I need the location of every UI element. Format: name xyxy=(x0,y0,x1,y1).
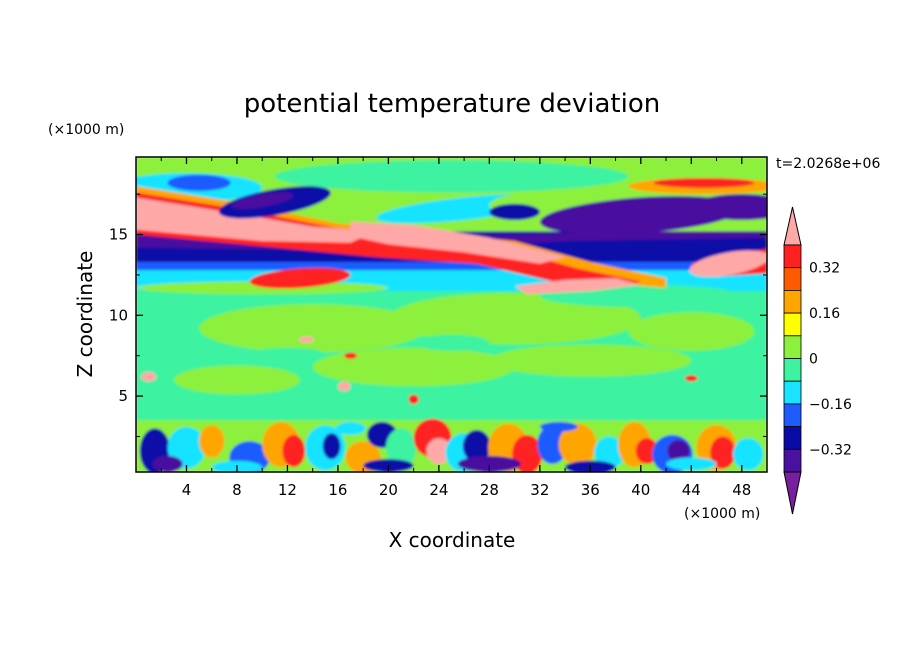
x-tick-label: 4 xyxy=(182,481,192,499)
y-tick-label: 10 xyxy=(109,306,128,324)
colorbar-tick-label: 0.16 xyxy=(809,306,840,322)
mid-patch xyxy=(628,312,755,351)
turbulence-blob xyxy=(282,434,306,468)
turbulence-blob xyxy=(152,455,183,472)
pink-core xyxy=(136,197,376,243)
turbulence-blob xyxy=(594,436,625,469)
colorbar-box xyxy=(783,312,802,337)
colorbar-bottom-triangle xyxy=(783,471,802,515)
mid-patch xyxy=(173,365,301,395)
turbulence-blob xyxy=(426,438,452,464)
hot-spot xyxy=(344,352,357,359)
turbulence-blob xyxy=(537,425,568,464)
x-tick-label: 44 xyxy=(682,481,701,499)
x-tick-label: 48 xyxy=(732,481,751,499)
y-axis-label: Z coordinate xyxy=(73,251,97,378)
x-tick-label: 28 xyxy=(480,481,499,499)
cold-purple xyxy=(691,194,767,220)
warm-red-top xyxy=(653,178,755,188)
colorbar-box xyxy=(783,289,802,314)
y-tick-label: 15 xyxy=(109,226,128,244)
turbulence-blob xyxy=(385,428,417,468)
colorbar-tick-label: 0 xyxy=(809,352,818,368)
x-tick-label: 32 xyxy=(530,481,549,499)
pink-core xyxy=(350,221,566,264)
colorbar-tick-label: 0.32 xyxy=(809,261,840,277)
colorbar-box xyxy=(783,426,802,450)
turbulence-blob xyxy=(539,421,578,432)
colorbar-tick-label: −0.16 xyxy=(809,397,852,413)
x-tick-label: 20 xyxy=(379,481,398,499)
mid-patch xyxy=(199,304,427,353)
cold-blue xyxy=(489,203,540,220)
red-strip xyxy=(249,267,351,289)
blue-layer xyxy=(136,258,767,271)
colorbar-box xyxy=(783,380,802,405)
pink-core xyxy=(514,278,641,295)
y-unit-label: (×1000 m) xyxy=(48,122,124,138)
turbulence-blob xyxy=(335,421,366,435)
x-tick-label: 12 xyxy=(278,481,297,499)
mid-patch xyxy=(312,347,515,387)
turbulence-blob xyxy=(462,430,491,463)
turbulence-blob xyxy=(667,439,691,463)
colorbar-box xyxy=(783,244,802,269)
y-axis: 5 10 15 xyxy=(109,193,767,437)
colorbar-tick-label: −0.32 xyxy=(809,442,852,458)
upper-band xyxy=(274,160,629,193)
turbulence-blob xyxy=(322,433,341,460)
x-tick-label: 24 xyxy=(429,481,448,499)
colorbar-top-triangle xyxy=(783,206,802,246)
hot-spot xyxy=(337,381,351,392)
colorbar-box xyxy=(783,403,802,427)
hot-spot xyxy=(408,394,419,405)
colorbar-box xyxy=(783,358,802,382)
pink-core xyxy=(689,250,767,277)
turbulence-blob xyxy=(199,425,225,458)
turbulence-blob xyxy=(558,423,597,466)
cold-purple xyxy=(540,196,742,235)
mid-patch xyxy=(249,347,326,361)
chart-title: potential temperature deviation xyxy=(244,89,660,119)
x-tick-label: 8 xyxy=(232,481,242,499)
turbulence-blob xyxy=(457,455,521,472)
mid-patch xyxy=(413,334,490,351)
hot-spot xyxy=(684,375,698,382)
plot-frame xyxy=(135,156,768,473)
x-axis: 4 8 12 16 20 24 28 32 36 40 44 48 xyxy=(160,157,751,499)
x-tick-label: 36 xyxy=(581,481,600,499)
mid-patch xyxy=(388,292,641,345)
hot-spot xyxy=(141,371,157,382)
x-axis-label: X coordinate xyxy=(389,528,516,552)
colorbar-box xyxy=(783,267,802,291)
x-unit-label: (×1000 m) xyxy=(684,506,760,522)
contour-field xyxy=(136,157,767,472)
colorbar: 0.32 0.16 0 −0.16 −0.32 xyxy=(783,206,852,515)
mid-patch xyxy=(489,344,692,377)
turbulence-blob xyxy=(732,438,764,471)
hot-spot xyxy=(298,336,314,343)
x-tick-label: 40 xyxy=(631,481,650,499)
colorbar-box xyxy=(783,335,802,359)
turbulence-blob xyxy=(710,436,736,469)
time-label: t=2.0268e+06 xyxy=(776,156,880,172)
colorbar-box xyxy=(783,448,802,473)
upper-blue xyxy=(167,174,231,191)
x-tick-label: 16 xyxy=(328,481,347,499)
cold-purple xyxy=(231,192,294,210)
y-tick-label: 5 xyxy=(118,387,128,405)
turbulence-blob xyxy=(666,457,717,471)
